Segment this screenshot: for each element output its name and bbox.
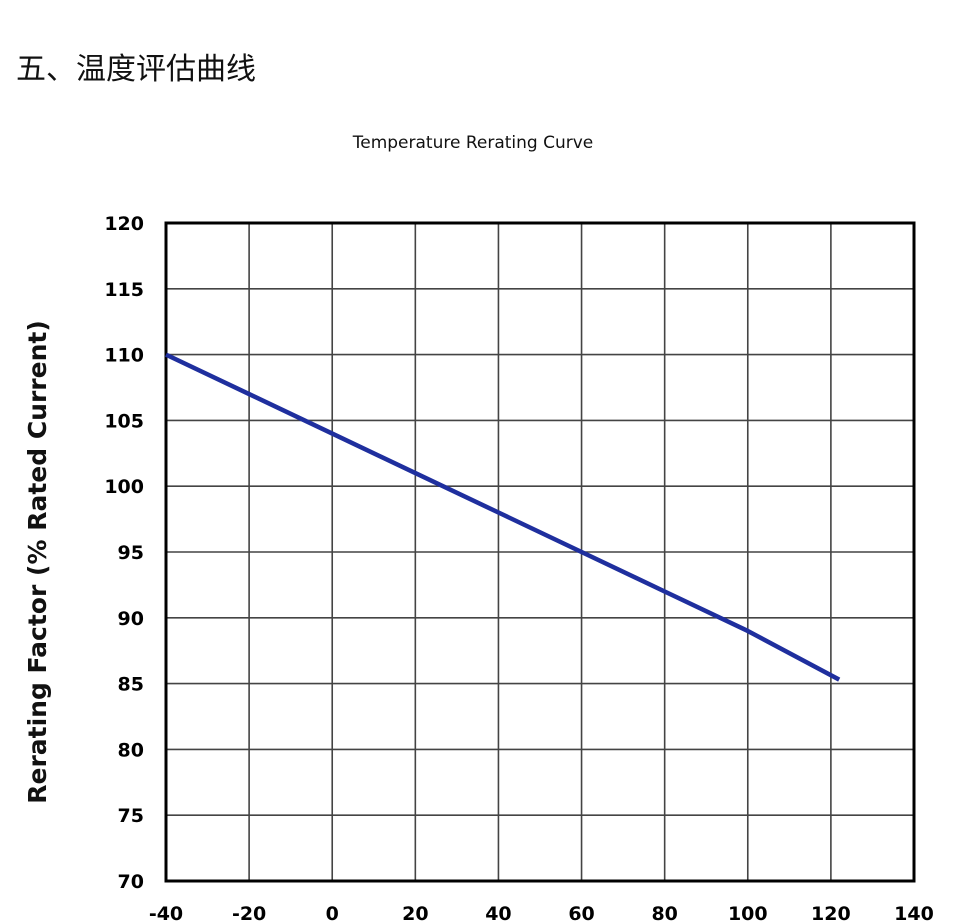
y-tick-label: 110 (104, 345, 144, 367)
y-tick-label: 95 (118, 542, 144, 564)
y-tick-label: 90 (118, 608, 144, 630)
x-tick-label: 40 (485, 903, 511, 924)
series-layer (165, 352, 841, 682)
x-tick-label: 120 (811, 903, 851, 924)
x-tick-label: 0 (326, 903, 339, 924)
plot-frame (164, 221, 916, 883)
x-tick-labels: -40 -20 0 20 40 60 80 100 120 140 (149, 903, 934, 924)
y-tick-label: 100 (104, 476, 144, 498)
x-tick-label: -40 (149, 903, 183, 924)
y-axis-label: Rerating Factor (% Rated Current) (23, 320, 52, 804)
y-tick-label: 75 (118, 805, 144, 827)
y-tick-label: 115 (104, 279, 144, 301)
x-tick-label: 60 (568, 903, 594, 924)
x-tick-label: 80 (651, 903, 677, 924)
y-tick-label: 120 (104, 213, 144, 235)
x-tick-label: 100 (728, 903, 768, 924)
y-tick-label: 70 (118, 871, 144, 893)
x-tick-label: 20 (402, 903, 428, 924)
y-tick-label: 80 (118, 739, 144, 761)
x-tick-label: 140 (894, 903, 934, 924)
series-line (165, 352, 841, 682)
section-heading: 五、温度评估曲线 (16, 52, 256, 87)
y-tick-label: 85 (118, 674, 144, 696)
chart-grid (165, 222, 915, 882)
x-tick-label: -20 (232, 903, 266, 924)
y-tick-labels: 70 75 80 85 90 95 100 105 110 115 120 (104, 213, 144, 893)
y-tick-label: 105 (104, 410, 144, 432)
chart-title: Temperature Rerating Curve (352, 133, 594, 153)
